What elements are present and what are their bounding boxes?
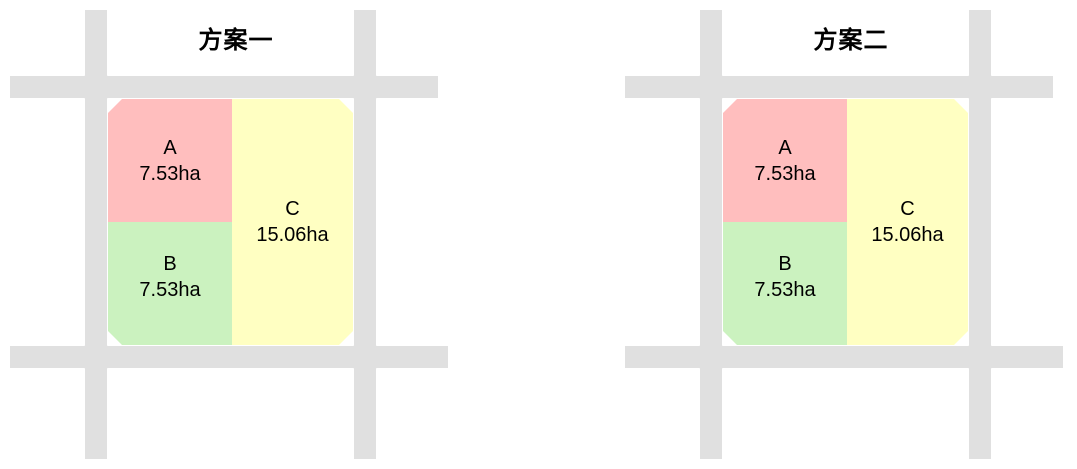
region-c-area: 15.06ha	[256, 224, 329, 246]
region-b-area: 7.53ha	[139, 278, 201, 301]
region-a-label: A 7.53ha	[754, 135, 815, 187]
plan-1-title: 方案一	[198, 27, 274, 54]
region-b-name: B	[778, 252, 792, 275]
region-a-area: 7.53ha	[754, 162, 816, 185]
region-c-name: C	[900, 198, 915, 220]
road-horizontal-bottom	[10, 346, 448, 368]
region-b-name: B	[163, 252, 177, 275]
region-b: B 7.53ha	[108, 222, 232, 345]
region-b-label: B 7.53ha	[754, 251, 815, 303]
region-c: C 15.06ha	[847, 99, 968, 345]
road-junction-bottom-right	[342, 334, 388, 380]
region-a-name: A	[163, 136, 177, 159]
road-junction-bottom-left	[73, 334, 119, 380]
plan-2-diagram: 方案二 A 7.53ha B 7.53ha C 15.06ha	[615, 0, 1077, 469]
region-c: C 15.06ha	[232, 99, 353, 345]
road-horizontal-bottom	[625, 346, 1063, 368]
region-b-area: 7.53ha	[754, 278, 816, 301]
region-a-name: A	[778, 136, 792, 159]
road-junction-top-right	[342, 64, 388, 110]
road-junction-top-right	[957, 64, 1003, 110]
region-c-name: C	[285, 198, 300, 220]
road-horizontal-top	[10, 76, 438, 98]
road-junction-bottom-left	[688, 334, 734, 380]
road-junction-bottom-right	[957, 334, 1003, 380]
region-a: A 7.53ha	[108, 99, 232, 222]
region-c-label: C 15.06ha	[256, 196, 328, 248]
region-c-area: 15.06ha	[871, 224, 944, 246]
region-a: A 7.53ha	[723, 99, 847, 222]
region-b: B 7.53ha	[723, 222, 847, 345]
region-a-label: A 7.53ha	[139, 135, 200, 187]
plan-1-diagram: 方案一 A 7.53ha B 7.53ha C 15.06ha	[0, 0, 462, 469]
plan-2-title: 方案二	[813, 27, 889, 54]
road-junction-top-left	[688, 64, 734, 110]
road-junction-top-left	[73, 64, 119, 110]
road-horizontal-top	[625, 76, 1053, 98]
region-a-area: 7.53ha	[139, 162, 201, 185]
region-b-label: B 7.53ha	[139, 251, 200, 303]
region-c-label: C 15.06ha	[871, 196, 943, 248]
